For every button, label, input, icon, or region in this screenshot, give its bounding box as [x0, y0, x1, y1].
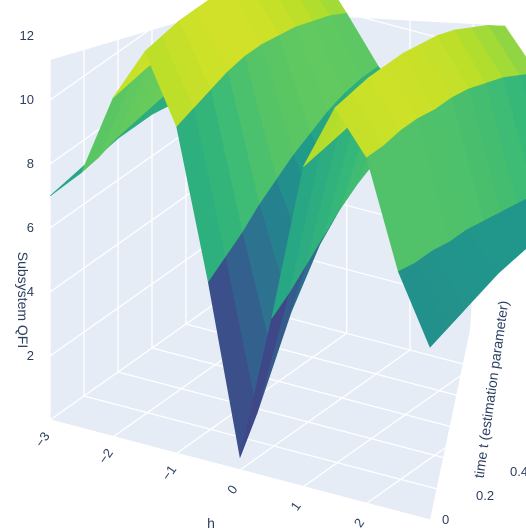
z-tick-label: 2 — [27, 348, 34, 363]
y-tick-label: 0.2 — [476, 488, 494, 503]
z-tick-label: 12 — [20, 28, 34, 43]
y-tick-label: 0.4 — [510, 464, 526, 479]
surface-patch[interactable] — [516, 195, 526, 231]
x-tick-label: 2 — [351, 515, 367, 530]
x-tick-label: −2 — [95, 446, 116, 467]
x-axis-title: h — [207, 515, 215, 531]
x-tick-label: −3 — [32, 429, 53, 450]
surface-patch[interactable] — [397, 262, 448, 348]
z-tick-label: 10 — [20, 92, 34, 107]
z-tick-label: 4 — [27, 284, 34, 299]
x-gridline — [366, 390, 526, 504]
x-tick-label: 1 — [287, 499, 303, 514]
y-tick-label: 0 — [442, 512, 449, 527]
z-tick-label: 8 — [27, 156, 34, 171]
z-axis-title: Subsystem QFI — [15, 252, 31, 348]
x-tick-label: 0 — [224, 482, 240, 497]
x-tick-label: −1 — [159, 462, 180, 483]
y-axis-title: time t (estimation parameter) — [471, 300, 512, 479]
surface[interactable] — [49, 0, 526, 459]
z-tick-label: 6 — [27, 220, 34, 235]
